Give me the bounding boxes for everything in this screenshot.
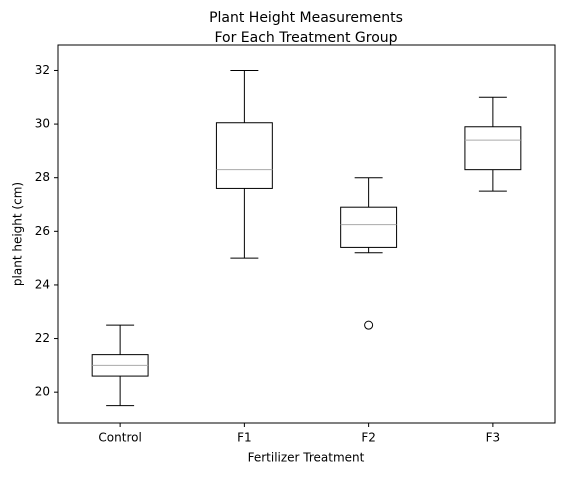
x-axis-label: Fertilizer Treatment	[248, 451, 365, 465]
chart-title: For Each Treatment Group	[214, 30, 397, 46]
x-tick-label: F3	[486, 431, 501, 445]
outlier	[364, 320, 374, 330]
box	[340, 206, 398, 248]
y-tick-label: 20	[35, 385, 50, 399]
y-tick-label: 30	[35, 117, 50, 131]
x-tick-label: F1	[237, 431, 252, 445]
y-tick-label: 32	[35, 63, 50, 77]
x-tick-label: F2	[361, 431, 376, 445]
chart-title: Plant Height Measurements	[209, 10, 403, 26]
x-tick-label: Control	[98, 431, 141, 445]
box	[215, 122, 273, 189]
y-tick-label: 28	[35, 170, 50, 184]
plot-frame	[57, 44, 556, 424]
y-axis-label: plant height (cm)	[11, 182, 25, 286]
y-tick-label: 24	[35, 277, 50, 291]
y-tick-label: 26	[35, 224, 50, 238]
box	[464, 126, 522, 171]
y-tick-label: 22	[35, 331, 50, 345]
